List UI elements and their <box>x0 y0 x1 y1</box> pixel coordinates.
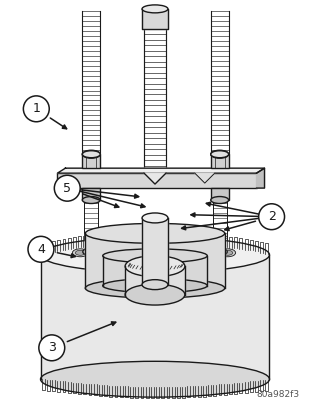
Ellipse shape <box>82 150 100 158</box>
Ellipse shape <box>85 223 225 243</box>
Text: 4: 4 <box>37 243 45 256</box>
Polygon shape <box>142 218 168 285</box>
Polygon shape <box>125 266 185 294</box>
Ellipse shape <box>174 249 190 257</box>
Polygon shape <box>85 234 225 288</box>
Polygon shape <box>82 188 100 200</box>
Ellipse shape <box>124 249 140 257</box>
Text: 2: 2 <box>268 210 276 223</box>
Circle shape <box>39 335 65 361</box>
Text: 1: 1 <box>32 102 40 115</box>
Polygon shape <box>211 154 229 168</box>
Polygon shape <box>142 9 168 29</box>
Polygon shape <box>103 256 207 285</box>
Ellipse shape <box>211 151 229 158</box>
Ellipse shape <box>142 280 168 290</box>
Ellipse shape <box>220 249 236 257</box>
Ellipse shape <box>40 237 270 273</box>
Ellipse shape <box>142 213 168 223</box>
Ellipse shape <box>75 250 85 255</box>
Polygon shape <box>58 168 265 173</box>
Ellipse shape <box>82 151 100 158</box>
Polygon shape <box>82 154 100 168</box>
Polygon shape <box>40 255 270 379</box>
Ellipse shape <box>72 249 88 257</box>
Ellipse shape <box>125 256 185 276</box>
Ellipse shape <box>97 249 113 257</box>
Ellipse shape <box>203 250 213 255</box>
Ellipse shape <box>223 250 233 255</box>
Polygon shape <box>257 168 265 188</box>
Text: 3: 3 <box>48 342 56 354</box>
Ellipse shape <box>211 150 229 158</box>
Ellipse shape <box>82 197 100 204</box>
Polygon shape <box>211 188 229 200</box>
Ellipse shape <box>40 361 270 397</box>
Ellipse shape <box>153 250 163 255</box>
Ellipse shape <box>103 279 207 292</box>
Ellipse shape <box>211 197 229 204</box>
Circle shape <box>259 204 285 230</box>
Ellipse shape <box>125 284 185 305</box>
Circle shape <box>23 96 49 122</box>
Ellipse shape <box>127 250 137 255</box>
Circle shape <box>54 175 80 201</box>
Polygon shape <box>58 173 257 188</box>
Polygon shape <box>195 173 215 183</box>
Polygon shape <box>144 173 166 184</box>
Ellipse shape <box>150 249 166 257</box>
Text: 5: 5 <box>63 182 71 195</box>
Ellipse shape <box>85 278 225 298</box>
Ellipse shape <box>100 250 110 255</box>
Text: 80a982f3: 80a982f3 <box>256 390 299 399</box>
Ellipse shape <box>177 250 187 255</box>
Ellipse shape <box>200 249 216 257</box>
Ellipse shape <box>142 5 168 13</box>
Circle shape <box>28 236 54 262</box>
Ellipse shape <box>83 241 227 263</box>
Ellipse shape <box>103 249 207 263</box>
